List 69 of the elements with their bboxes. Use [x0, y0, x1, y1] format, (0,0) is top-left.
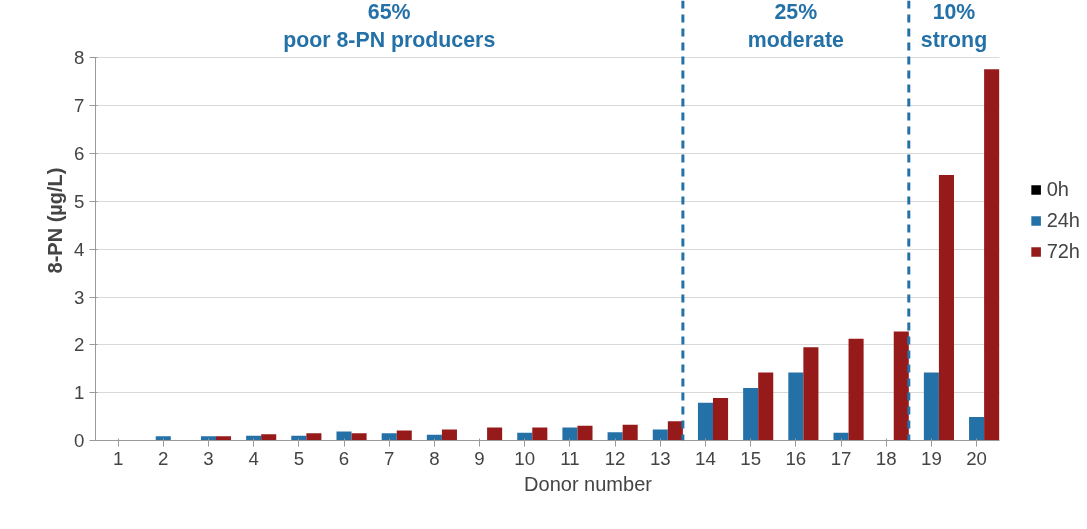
legend-label: 24h	[1046, 208, 1080, 232]
bar	[562, 427, 578, 441]
x-tick-label: 10	[514, 447, 536, 469]
y-axis-title: 8-PN (µg/L)	[44, 167, 67, 274]
x-tick-label: 12	[604, 447, 626, 469]
bar	[984, 69, 1000, 441]
x-tick-label: 1	[112, 447, 124, 469]
bar	[803, 347, 819, 441]
bar	[848, 338, 864, 441]
legend-label: 0h	[1046, 177, 1069, 201]
x-tick-label: 14	[695, 447, 716, 469]
text: 10% strong	[920, 0, 988, 52]
x-tick-label: 5	[293, 447, 305, 469]
x-tick-label: 8	[429, 447, 440, 469]
y-tick-label: 5	[74, 190, 85, 212]
x-tick-label: 11	[560, 447, 580, 469]
bar	[532, 427, 548, 441]
y-tick-label: 4	[74, 238, 85, 260]
x-tick-label: 3	[203, 447, 214, 469]
bar	[577, 425, 593, 441]
bar	[215, 436, 232, 441]
x-axis-title: Donor number	[524, 472, 653, 495]
y-tick-label: 2	[74, 334, 85, 356]
y-tick-label: 8	[74, 47, 85, 69]
y-tick-label: 6	[74, 143, 85, 165]
legend-label: 72h	[1046, 239, 1080, 263]
bar	[336, 431, 352, 441]
bar	[713, 397, 729, 441]
bar	[788, 372, 804, 441]
bar	[893, 331, 909, 441]
text: 25% moderate	[747, 0, 844, 52]
bar	[261, 434, 277, 441]
bar	[938, 175, 954, 441]
bar	[607, 432, 623, 441]
text: 65% poor 8-PN producers	[283, 0, 496, 52]
x-tick-label: 4	[248, 447, 259, 469]
bar	[667, 421, 683, 441]
x-tick-label: 7	[384, 447, 395, 469]
bar	[306, 433, 322, 441]
bar	[923, 372, 939, 441]
x-tick-label: 17	[830, 447, 852, 469]
bar	[441, 429, 457, 441]
x-tick-label: 15	[740, 447, 762, 469]
bar	[381, 433, 397, 441]
bar	[155, 436, 171, 441]
bar	[833, 432, 849, 441]
y-tick-label: 0	[74, 430, 85, 451]
x-tick-label: 2	[158, 447, 169, 469]
y-tick-label: 3	[74, 286, 85, 308]
x-tick-label: 20	[966, 447, 987, 469]
x-tick-label: 13	[649, 447, 671, 469]
y-tick-label: 7	[74, 95, 85, 117]
bar	[351, 433, 367, 441]
bar	[200, 436, 216, 441]
x-tick-label: 9	[474, 447, 485, 469]
y-tick-label: 1	[74, 382, 85, 404]
bar	[969, 417, 985, 441]
x-tick-label: 6	[338, 447, 350, 469]
bar	[396, 430, 412, 441]
x-tick-label: 16	[785, 447, 807, 469]
bar	[652, 429, 668, 441]
x-tick-label: 19	[921, 447, 942, 469]
bar	[622, 424, 638, 441]
bar	[517, 432, 533, 441]
bar	[758, 372, 774, 441]
bar	[743, 387, 759, 441]
bar	[487, 427, 503, 441]
x-tick-label: 18	[875, 447, 897, 469]
bar	[697, 402, 714, 441]
